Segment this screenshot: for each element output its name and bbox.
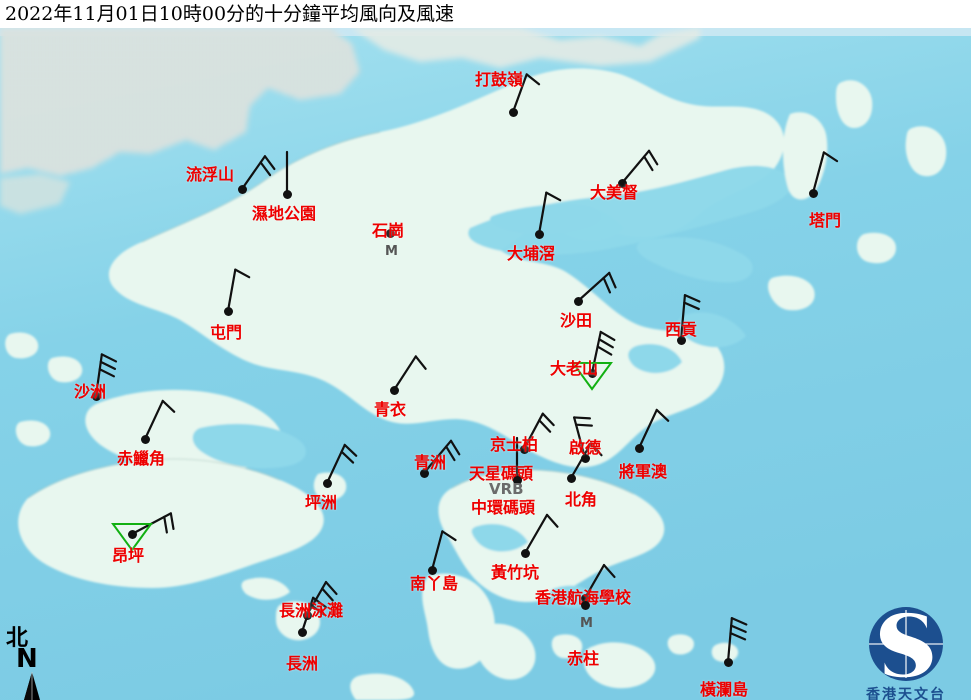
mainland-landmass <box>0 28 700 214</box>
wind-barb <box>679 294 701 342</box>
wind-barb <box>573 416 593 460</box>
station-label: 昂坪 <box>112 546 145 565</box>
station-dot-icon <box>237 184 247 194</box>
station-dot-icon <box>508 107 518 117</box>
wind-barb <box>620 149 659 185</box>
station-label: 青洲 <box>414 453 447 472</box>
station-dot-icon <box>723 657 733 667</box>
title-bar: 2022年11月01日10時00分的十分鐘平均風向及風速 <box>0 0 971 28</box>
page-title: 2022年11月01日10時00分的十分鐘平均風向及風速 <box>5 3 455 25</box>
station-dot-icon <box>322 478 332 488</box>
station-label: 啟德 <box>569 438 602 457</box>
station-dot-icon <box>282 189 292 199</box>
compass-needle-icon <box>24 672 40 700</box>
hko-logo: 香港天文台 HONG KONG OBSERVATORY <box>845 606 967 700</box>
wind-barb <box>811 151 839 195</box>
station-label: 赤鱲角 <box>117 449 166 468</box>
wind-barb-layer <box>94 73 839 664</box>
station-dot-icon <box>634 443 644 453</box>
station-dot-icon <box>580 453 590 463</box>
station-label: 青衣 <box>374 400 407 419</box>
station-dot-icon <box>91 391 101 401</box>
station-dot-icon <box>617 178 627 188</box>
station-label: 橫瀾島 <box>700 680 749 699</box>
station-label: 南丫島 <box>410 574 459 593</box>
wind-barb <box>325 443 358 485</box>
station-label: 大美督 <box>590 183 639 202</box>
station-dot-icon <box>385 228 395 238</box>
station-label: 中環碼頭 <box>471 498 536 517</box>
station-label: 西貢 <box>665 320 698 339</box>
station-dot-icon <box>676 335 686 345</box>
station-dot-icon <box>580 600 590 610</box>
station-dot-icon <box>580 593 590 603</box>
hko-logo-cn: 香港天文台 <box>866 687 946 700</box>
station-label: 京士柏 <box>490 435 539 454</box>
station-dot-icon <box>389 385 399 395</box>
wind-barb <box>726 617 748 664</box>
station-label: 長洲泳灘 <box>279 601 344 620</box>
wind-barb <box>522 412 555 451</box>
station-dot-icon <box>534 229 544 239</box>
wind-barb <box>590 330 616 375</box>
wind-barb <box>511 73 541 114</box>
station-dot-icon <box>520 548 530 558</box>
wind-barb <box>637 408 670 450</box>
station-label: 打鼓嶺 <box>475 70 524 89</box>
station-dot-icon <box>302 610 312 620</box>
station-label: 大埔滘 <box>507 244 556 263</box>
wind-barb <box>523 513 559 555</box>
station-missing-code: M <box>385 244 398 259</box>
wind-barb <box>583 563 616 600</box>
station-label: 坪洲 <box>305 493 338 512</box>
station-dot-icon <box>512 475 522 485</box>
station-dot-icon <box>573 296 583 306</box>
station-variable-code: VRB <box>489 480 524 498</box>
station-label: 赤柱 <box>567 649 600 668</box>
station-dot-icon <box>419 468 429 478</box>
compass-label-en: N <box>16 644 38 674</box>
station-highlight-triangle <box>111 523 153 552</box>
hko-emblem-icon <box>869 607 943 681</box>
station-missing-code: M <box>580 616 593 631</box>
station-dot-icon <box>427 565 437 575</box>
station-dot-icon <box>140 434 150 444</box>
station-label: 流浮山 <box>186 165 235 184</box>
station-dot-icon <box>297 627 307 637</box>
wind-barb <box>94 353 118 398</box>
station-label: 香港航海學校 <box>535 588 632 607</box>
station-label: 將軍澳 <box>619 462 668 481</box>
compass-rose: 北 N <box>4 620 70 700</box>
wind-barb <box>392 355 427 392</box>
station-label: 石崗 <box>372 221 405 240</box>
station-label: 屯門 <box>210 323 243 342</box>
station-dot-icon <box>127 529 137 539</box>
station-dot-icon <box>566 473 576 483</box>
station-label: 濕地公園 <box>252 204 317 223</box>
station-dot-icon <box>223 306 233 316</box>
wind-barb <box>430 530 457 572</box>
station-label: 大老山 <box>550 359 599 378</box>
station-label: 北角 <box>565 490 598 509</box>
station-label: 沙洲 <box>74 382 107 401</box>
wind-barb <box>576 271 617 303</box>
wind-barb <box>537 191 562 236</box>
wind-barb <box>240 155 276 191</box>
station-label: 長洲 <box>286 654 319 673</box>
station-dot-icon <box>519 444 529 454</box>
wind-barb <box>143 399 176 441</box>
station-label: 沙田 <box>560 311 593 330</box>
station-dot-icon <box>587 368 597 378</box>
map-basemap <box>0 28 971 700</box>
station-dot-icon <box>808 188 818 198</box>
hongkong-landmass <box>5 68 947 700</box>
station-highlight-triangle <box>571 362 613 391</box>
compass-label-cn: 北 <box>6 625 29 651</box>
station-label: 塔門 <box>809 211 842 230</box>
map-canvas[interactable]: 打鼓嶺流浮山濕地公園 M 石崗 大美督塔門大埔滘沙田 西貢大老山 屯門沙洲赤鱲角 青衣坪洲昂… <box>0 28 971 700</box>
wind-barb <box>226 268 251 313</box>
wind-barb <box>422 439 461 475</box>
station-label: 黃竹坑 <box>491 563 540 582</box>
